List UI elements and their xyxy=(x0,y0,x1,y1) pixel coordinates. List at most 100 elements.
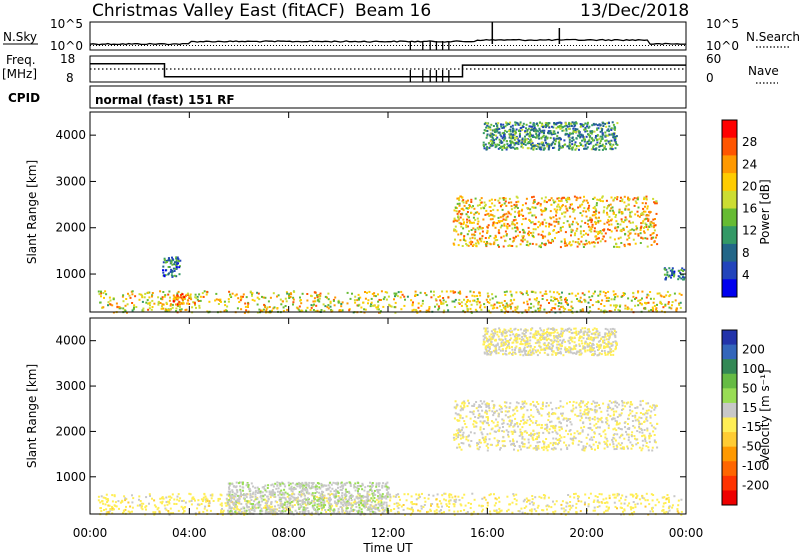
velocity-echo-cell xyxy=(245,496,248,499)
velocity-echo-cell xyxy=(337,502,340,505)
velocity-echo-cell xyxy=(629,401,632,403)
velocity-echo-cell xyxy=(676,508,679,511)
velocity-echo-cell xyxy=(520,507,523,510)
power-echo-cell xyxy=(517,234,520,237)
velocity-echo-cell xyxy=(412,510,415,513)
power-echo-cell xyxy=(228,290,231,293)
power-echo-cell xyxy=(486,230,489,233)
velocity-echo-cell xyxy=(500,407,503,410)
velocity-echo-cell xyxy=(525,497,528,500)
velocity-echo-cell xyxy=(236,491,239,494)
power-echo-cell xyxy=(416,311,419,314)
power-echo-cell xyxy=(382,298,385,301)
power-echo-cell xyxy=(535,134,538,137)
power-echo-cell xyxy=(312,300,315,303)
power-echo-cell xyxy=(145,301,148,304)
power-echo-cell xyxy=(224,304,227,307)
power-echo-cell xyxy=(179,296,182,299)
velocity-echo-cell xyxy=(188,492,191,495)
velocity-echo-cell xyxy=(456,419,459,422)
power-echo-cell xyxy=(447,309,450,312)
power-echo-cell xyxy=(504,137,507,140)
velocity-echo-cell xyxy=(541,446,543,449)
power-echo-cell xyxy=(604,131,607,134)
power-echo-cell xyxy=(551,307,554,309)
power-echo-cell xyxy=(606,122,609,125)
power-echo-cell xyxy=(499,133,502,136)
power-echo-cell xyxy=(510,205,513,208)
velocity-echo-cell xyxy=(515,401,518,404)
power-echo-cell xyxy=(559,127,562,130)
power-echo-cell xyxy=(247,305,249,307)
velocity-echo-cell xyxy=(632,506,635,509)
power-echo-cell xyxy=(174,267,177,270)
velocity-echo-cell xyxy=(549,401,552,404)
velocity-echo-cell xyxy=(503,401,506,404)
velocity-echo-cell xyxy=(305,498,308,501)
power-echo-cell xyxy=(151,294,154,297)
velocity-echo-cell xyxy=(382,503,385,506)
velocity-echo-cell xyxy=(304,509,307,512)
velocity-echo-cell xyxy=(420,507,423,510)
power-echo-cell xyxy=(571,140,574,143)
power-echo-cell xyxy=(457,215,460,218)
velocity-echo-cell xyxy=(310,482,313,485)
velocity-echo-cell xyxy=(196,503,199,506)
velocity-echo-cell xyxy=(521,403,524,406)
power-echo-cell xyxy=(467,199,469,202)
velocity-echo-cell xyxy=(100,495,103,498)
power-echo-cell xyxy=(574,129,577,132)
power-echo-cell xyxy=(636,198,639,201)
power-echo-cell xyxy=(362,301,365,304)
nave-tick-bottom: 0 xyxy=(706,71,714,85)
power-echo-cell xyxy=(474,211,477,214)
velocity-echo-cell xyxy=(374,493,377,496)
power-echo-cell xyxy=(553,122,556,124)
power-echo-cell xyxy=(122,307,125,310)
velocity-echo-cell xyxy=(193,498,196,501)
velocity-echo-cell xyxy=(297,499,300,502)
power-echo-cell xyxy=(664,268,667,271)
velocity-echo-cell xyxy=(485,416,488,419)
velocity-echo-cell xyxy=(554,429,557,432)
velocity-echo-cell xyxy=(634,506,637,509)
power-echo-cell xyxy=(581,308,584,311)
power-echo-cell xyxy=(316,296,319,299)
velocity-echo-cell xyxy=(337,510,340,513)
power-echo-cell xyxy=(515,136,518,139)
power-echo-cell xyxy=(655,202,658,205)
velocity-echo-cell xyxy=(239,490,242,493)
power-echo-cell xyxy=(121,295,124,298)
power-echo-cell xyxy=(668,267,671,270)
velocity-echo-cell xyxy=(560,422,562,425)
power-echo-cell xyxy=(285,300,288,303)
power-echo-cell xyxy=(149,301,152,304)
power-echo-cell xyxy=(679,271,682,274)
velocity-echo-cell xyxy=(204,505,207,508)
freq-label: Freq. xyxy=(6,53,36,67)
velocity-echo-cell xyxy=(276,484,279,487)
velocity-echo-cell xyxy=(522,422,525,425)
velocity-echo-cell xyxy=(350,509,353,512)
power-echo-cell xyxy=(503,143,506,146)
power-echo-cell xyxy=(564,240,566,243)
velocity-echo-cell xyxy=(276,501,279,504)
power-echo-cell xyxy=(550,299,553,302)
power-echo-cell xyxy=(587,311,590,314)
velocity-echo-cell xyxy=(505,429,508,432)
velocity-echo-cell xyxy=(171,493,174,496)
velocity-echo-cell xyxy=(560,507,563,510)
velocity-echo-cell xyxy=(579,510,582,513)
power-echo-cell xyxy=(455,210,458,213)
power-echo-cell xyxy=(310,295,313,298)
power-echo-cell xyxy=(505,212,508,215)
power-echo-cell xyxy=(199,295,202,298)
power-echo-cell xyxy=(488,199,491,202)
velocity-echo-cell xyxy=(177,493,180,496)
velocity-echo-cell xyxy=(512,425,515,428)
velocity-echo-cell xyxy=(533,508,536,511)
power-echo-cell xyxy=(104,290,107,293)
power-echo-cell xyxy=(545,125,548,128)
velocity-echo-cell xyxy=(521,445,524,448)
power-echo-cell xyxy=(587,209,590,212)
